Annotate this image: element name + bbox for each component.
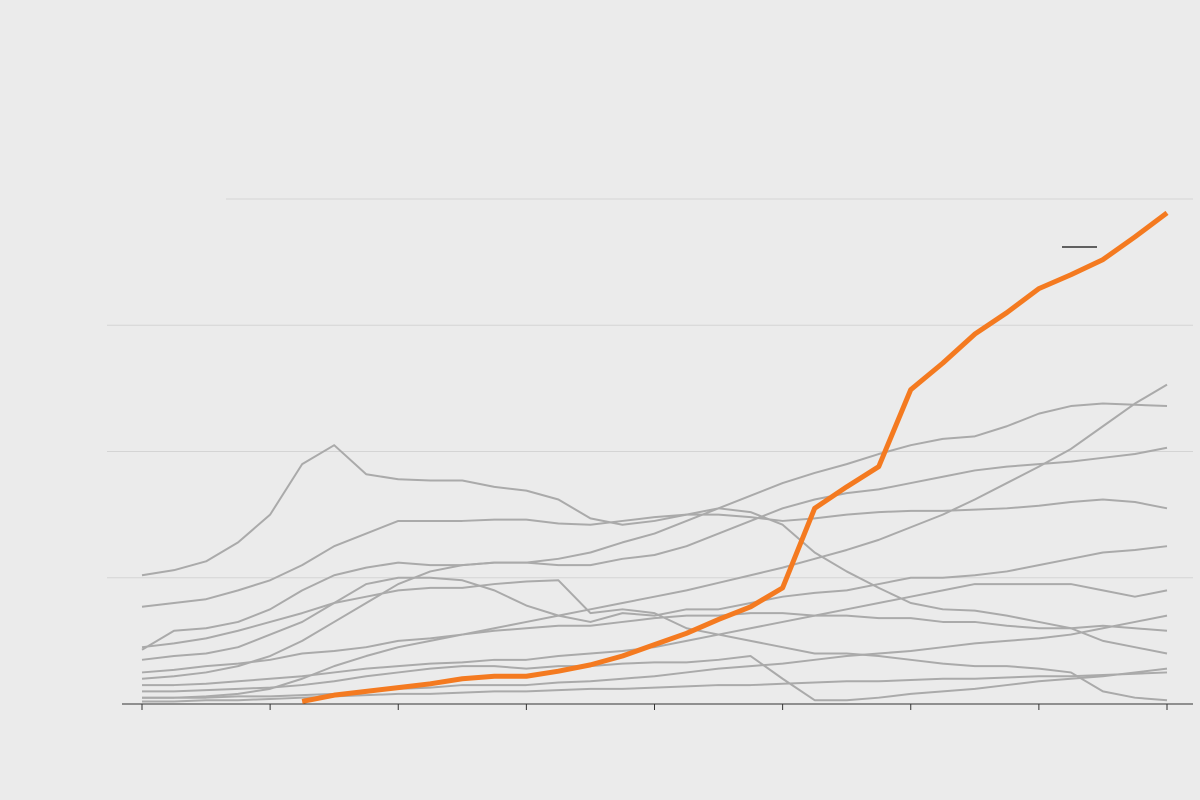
series-line: [141, 446, 1168, 651]
series-line: [142, 655, 1168, 702]
series-line: [141, 444, 1168, 655]
series-line: [142, 583, 1168, 687]
series-line: [141, 612, 1168, 674]
series-line: [301, 210, 1169, 704]
series-line: [142, 383, 1168, 699]
series-line: [141, 402, 1168, 680]
series-line: [142, 614, 1168, 699]
series-line: [141, 498, 1168, 608]
series-line: [141, 545, 1168, 661]
series-line: [141, 579, 1168, 702]
